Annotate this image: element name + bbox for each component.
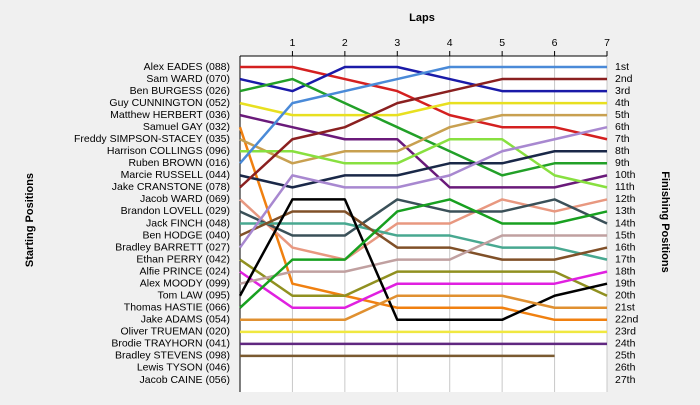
y-tick-label: Jacob WARD (069) — [140, 193, 230, 205]
series-line — [239, 101, 607, 117]
y2-tick-label: 20th — [615, 290, 636, 302]
y2-tick-label: 16th — [615, 241, 636, 253]
y-tick-label: Sam WARD (070) — [146, 73, 230, 85]
series-line — [239, 113, 608, 189]
y2-tick-label: 2nd — [615, 73, 633, 85]
y2-tick-label: 15th — [615, 229, 636, 241]
y2-tick-label: 13th — [615, 205, 636, 217]
x-tick-label: 5 — [499, 37, 505, 49]
y2-tick-label: 19th — [615, 277, 636, 289]
x-tick-label: 4 — [447, 37, 453, 49]
series-line — [239, 113, 607, 165]
y-tick-label: Jack FINCH (048) — [146, 217, 230, 229]
series-line — [239, 270, 608, 310]
series-line — [239, 234, 607, 285]
y2-tick-label: 22nd — [615, 314, 639, 326]
y-tick-label: Harrison COLLINGS (096) — [107, 145, 230, 157]
y2-tick-label: 9th — [615, 157, 630, 169]
y2-tick-label: 23rd — [615, 326, 636, 338]
y2-tick-label: 4th — [615, 97, 630, 109]
y-tick-label: Alex MOODY (099) — [140, 277, 230, 289]
y2-tick-label: 14th — [615, 217, 636, 229]
y-tick-label: Freddy SIMPSON-STACEY (035) — [74, 133, 230, 145]
y-tick-label: Tom LAW (095) — [157, 290, 230, 302]
series-line — [239, 210, 608, 261]
y2-tick-label: 26th — [615, 362, 636, 374]
y-tick-label: Alex EADES (088) — [144, 61, 230, 73]
x-tick-label: 1 — [290, 37, 296, 49]
series-line — [238, 125, 608, 249]
series-line — [240, 294, 607, 322]
y-tick-label: Brandon LOVELL (029) — [121, 205, 230, 217]
y-tick-label: Guy CUNNINGTON (052) — [109, 97, 230, 109]
y-tick-label: Ruben BROWN (016) — [128, 157, 230, 169]
y-tick-label: Ben HODGE (040) — [142, 229, 230, 241]
series-line — [239, 258, 608, 297]
y2-tick-label: 27th — [615, 374, 636, 386]
series-line — [238, 198, 608, 322]
series-line — [239, 198, 608, 309]
y2-tick-label: 11th — [615, 181, 635, 193]
y-tick-label: Matthew HERBERT (036) — [110, 109, 230, 121]
y-tick-label: Marcie RUSSELL (044) — [121, 169, 230, 181]
x-tick-label: 3 — [394, 37, 400, 49]
series-line — [239, 65, 607, 165]
y-tick-label: Jacob CAINE (056) — [140, 374, 230, 386]
y-tick-label: Oliver TRUEMAN (020) — [121, 326, 231, 338]
y-tick-label: Bradley BARRETT (027) — [115, 241, 230, 253]
y-tick-label: Ben BURGESS (026) — [130, 85, 230, 97]
y-tick-label: Bradley STEVENS (098) — [115, 350, 230, 362]
series-line — [239, 150, 607, 189]
y2-tick-label: 12th — [615, 193, 636, 205]
y2-tick-label: 10th — [615, 169, 636, 181]
y2-tick-label: 6th — [615, 121, 630, 133]
series-line — [240, 65, 608, 141]
y2-tick-label: 25th — [615, 350, 636, 362]
y-axis-title: Starting Positions — [24, 173, 36, 267]
y2-tick-label: 7th — [615, 133, 630, 145]
y-tick-label: Jake ADAMS (054) — [141, 314, 230, 326]
series-line — [239, 198, 608, 261]
y2-tick-label: 3rd — [615, 85, 630, 97]
y-tick-label: Brodie TRAYHORN (041) — [111, 338, 230, 350]
y-tick-label: Lewis TYSON (046) — [137, 362, 230, 374]
y-tick-label: Alfie PRINCE (024) — [140, 265, 230, 277]
y2-tick-label: 18th — [615, 265, 636, 277]
y-tick-label: Ethan PERRY (042) — [136, 253, 230, 265]
x-tick-label: 7 — [604, 37, 610, 49]
series-line — [240, 222, 608, 261]
y-tick-label: Samuel GAY (032) — [143, 121, 230, 133]
y2-tick-label: 8th — [615, 145, 630, 157]
x-tick-label: 2 — [342, 37, 348, 49]
y2-tick-label: 17th — [615, 253, 636, 265]
chart-title: Laps — [409, 12, 435, 24]
y-tick-label: Thomas HASTIE (066) — [124, 302, 230, 314]
y2-tick-label: 21st — [615, 302, 635, 314]
y2-tick-label: 24th — [615, 338, 636, 350]
series-line — [240, 137, 608, 189]
y2-axis-title: Finishing Positions — [659, 171, 671, 272]
x-tick-label: 6 — [552, 37, 558, 49]
y2-tick-label: 5th — [615, 109, 630, 121]
y-tick-label: Jake CRANSTONE (078) — [112, 181, 230, 193]
series-line — [238, 126, 607, 322]
y2-tick-label: 1st — [615, 61, 629, 73]
series-line — [239, 77, 607, 189]
